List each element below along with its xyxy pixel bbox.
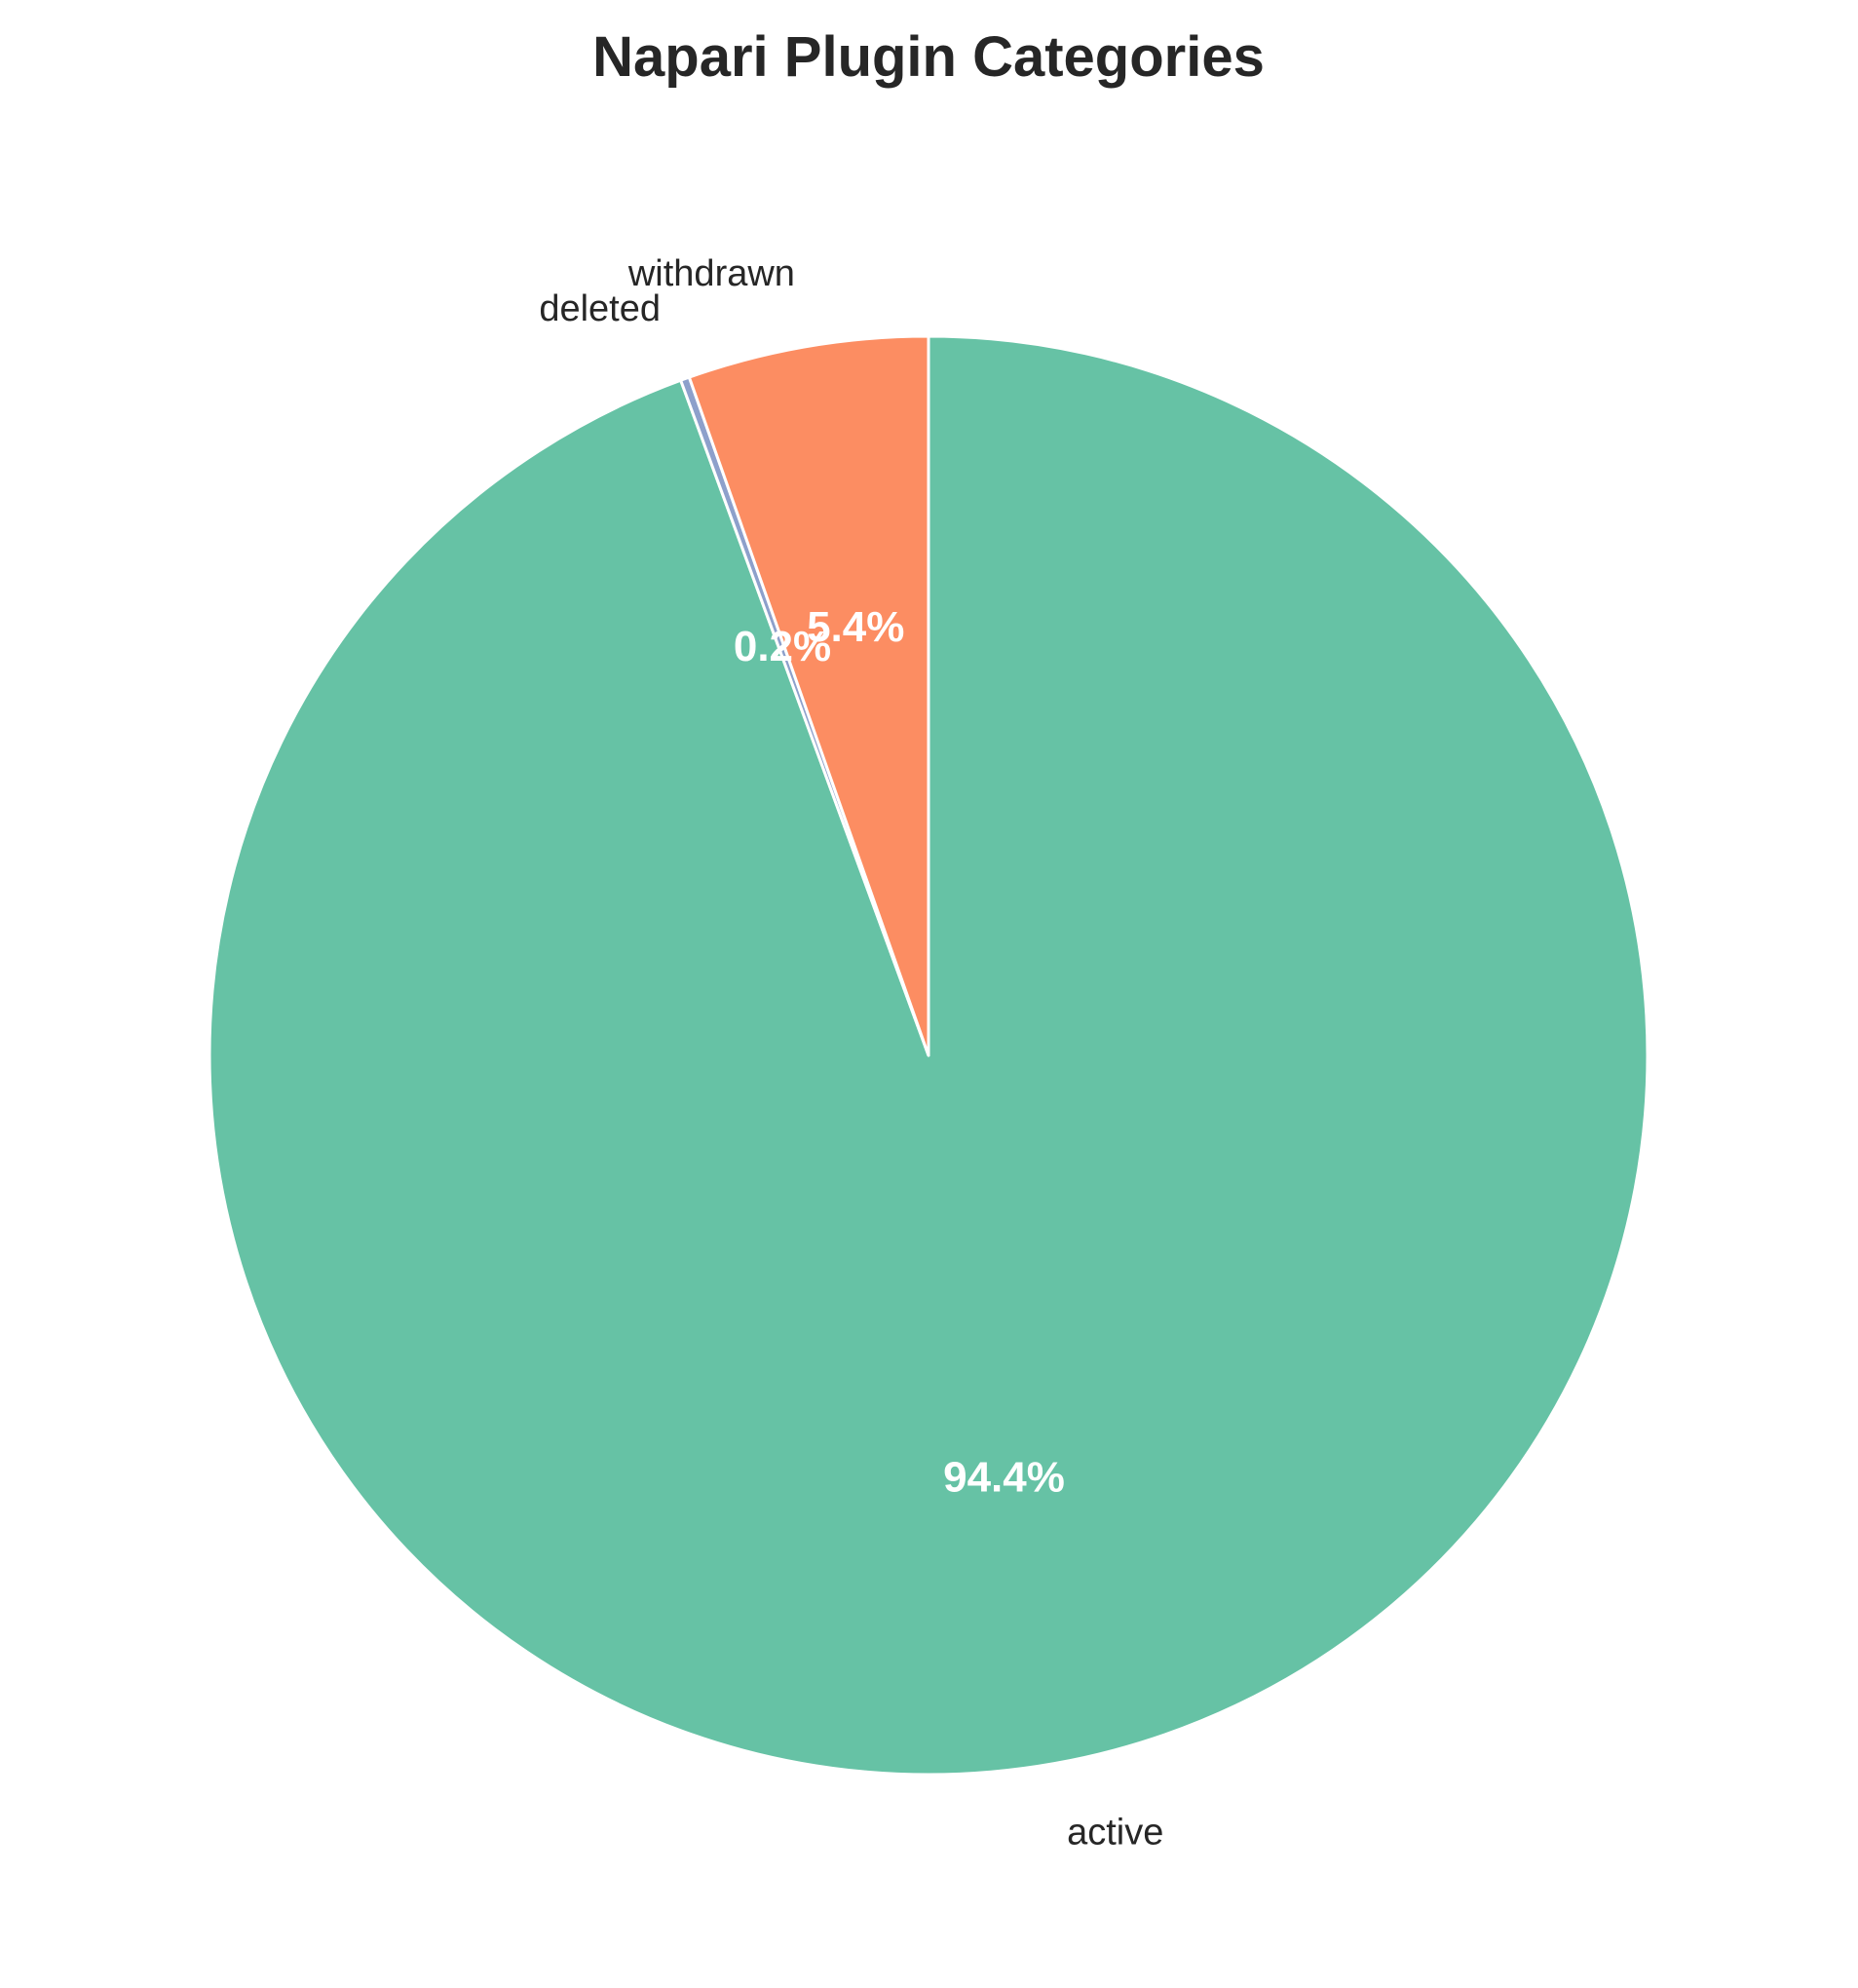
pie-slice-withdrawn bbox=[687, 334, 930, 1057]
chart-title: Napari Plugin Categories bbox=[592, 25, 1265, 89]
percent-label-active: 94.4% bbox=[943, 1454, 1065, 1502]
percent-label-withdrawn: 5.4% bbox=[807, 603, 904, 651]
slice-label-withdrawn: withdrawn bbox=[627, 253, 795, 294]
percent-label-deleted: 0.2% bbox=[734, 623, 831, 670]
pie-slices bbox=[208, 334, 1649, 1777]
slice-label-active: active bbox=[1067, 1812, 1163, 1853]
percent-labels: 94.4% 0.2%5.4% bbox=[734, 603, 1065, 1501]
slice-label-deleted: deleted bbox=[539, 288, 661, 329]
